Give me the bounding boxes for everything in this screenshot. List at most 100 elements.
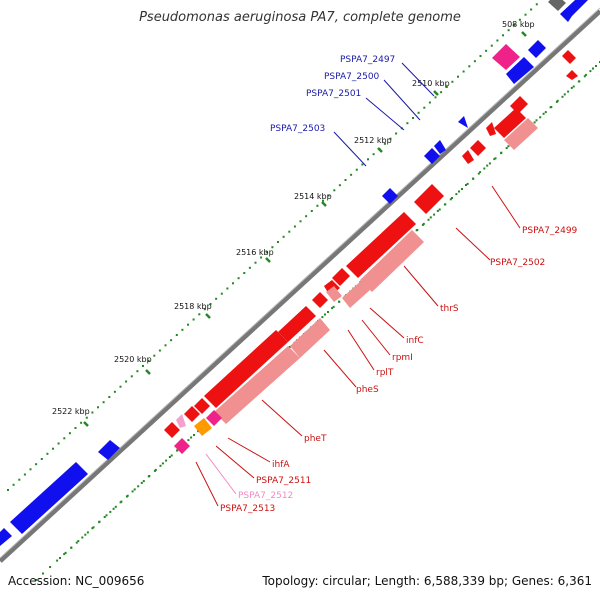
- gene-feature[interactable]: [494, 108, 526, 138]
- track-dot: [507, 29, 510, 32]
- track-dot: [473, 60, 476, 63]
- gene-feature[interactable]: [360, 230, 424, 292]
- track-dot: [500, 151, 503, 154]
- gene-label[interactable]: PSPA7_2501: [306, 89, 361, 99]
- track-dot: [85, 416, 88, 419]
- gene-feature[interactable]: [346, 212, 416, 278]
- track-dot: [153, 354, 156, 357]
- track-dot: [133, 488, 136, 491]
- track-dot: [130, 375, 133, 378]
- gene-feature[interactable]: [174, 438, 190, 454]
- gene-label[interactable]: PSPA7_2511: [256, 476, 311, 486]
- gene-feature[interactable]: [194, 398, 210, 414]
- tick-label: 2516 kbp: [236, 248, 274, 257]
- gene-feature[interactable]: [562, 50, 576, 64]
- gene-feature[interactable]: [206, 410, 222, 426]
- track-dot: [77, 540, 80, 543]
- track-dot: [383, 142, 386, 145]
- gene-feature[interactable]: [414, 184, 444, 214]
- track-dot: [75, 541, 78, 544]
- track-dot: [449, 198, 452, 201]
- tick-label: 2510 kbp: [412, 79, 450, 88]
- track-dot: [215, 297, 218, 300]
- gene-feature[interactable]: [462, 150, 474, 164]
- track-dot: [423, 106, 426, 109]
- track-dot: [533, 121, 536, 124]
- gene-label[interactable]: pheS: [356, 385, 379, 395]
- gene-feature[interactable]: [382, 188, 398, 204]
- track-dot: [333, 189, 336, 192]
- gene-feature[interactable]: [492, 44, 520, 70]
- gene-label[interactable]: pheT: [304, 434, 327, 444]
- gene-feature[interactable]: [486, 122, 496, 136]
- gene-label[interactable]: PSPA7_2497: [340, 55, 395, 65]
- track-dot: [190, 436, 193, 439]
- track-dot: [486, 164, 489, 167]
- track-dot: [70, 546, 73, 549]
- gene-feature[interactable]: [204, 330, 288, 408]
- track-dot: [583, 75, 586, 78]
- gene-feature[interactable]: [312, 292, 328, 308]
- gene-feature[interactable]: [214, 346, 300, 424]
- track-dot: [355, 168, 358, 171]
- track-dot: [477, 172, 480, 175]
- callout-labels: PSPA7_2497 PSPA7_2500 PSPA7_2501 PSPA7_2…: [220, 55, 578, 514]
- track-dot: [530, 8, 533, 11]
- gene-label[interactable]: PSPA7_2499: [522, 226, 578, 236]
- gene-label[interactable]: infC: [406, 336, 424, 346]
- track-dot: [434, 96, 437, 99]
- gene-feature[interactable]: [326, 286, 342, 302]
- track-dot: [595, 65, 597, 67]
- track-dot: [488, 162, 491, 165]
- gene-label[interactable]: ihfA: [272, 460, 290, 470]
- gene-feature[interactable]: [176, 414, 186, 428]
- gene-label[interactable]: PSPA7_2512: [238, 491, 293, 501]
- track-dot: [131, 490, 134, 493]
- gene-feature[interactable]: [98, 440, 120, 460]
- gene-feature[interactable]: [548, 0, 566, 11]
- gene-feature[interactable]: [0, 528, 12, 546]
- gene-label[interactable]: rplT: [376, 368, 394, 378]
- gene-feature[interactable]: [528, 40, 546, 58]
- map-title: Pseudomonas aeruginosa PA7, complete gen…: [139, 10, 461, 25]
- track-dot: [507, 145, 510, 148]
- tick-labels: 508 kbp 2510 kbp 2512 kbp 2514 kbp 2516 …: [52, 20, 535, 416]
- gene-feature[interactable]: [424, 148, 440, 164]
- gene-feature[interactable]: [164, 422, 180, 438]
- track-dot: [57, 442, 60, 445]
- gene-feature[interactable]: [332, 268, 350, 286]
- track-dot: [428, 101, 431, 104]
- track-dot: [226, 287, 229, 290]
- gene-feature[interactable]: [458, 116, 468, 128]
- track-dot: [98, 520, 101, 523]
- gene-feature[interactable]: [434, 140, 446, 154]
- track-dot: [443, 203, 446, 206]
- gene-feature[interactable]: [278, 306, 316, 342]
- gene-feature[interactable]: [194, 418, 212, 436]
- gene-feature[interactable]: [560, 0, 594, 22]
- gene-feature[interactable]: [504, 118, 538, 150]
- track-dot: [505, 147, 508, 149]
- track-dot: [539, 116, 542, 119]
- gene-feature[interactable]: [566, 70, 578, 80]
- track-dot: [461, 188, 463, 190]
- track-dot: [175, 334, 178, 336]
- gene-label[interactable]: PSPA7_2503: [270, 124, 325, 134]
- gene-label[interactable]: rpmI: [392, 353, 413, 363]
- track-dot: [496, 39, 499, 42]
- gene-feature[interactable]: [290, 318, 330, 358]
- track-dot: [427, 218, 430, 221]
- gene-label[interactable]: PSPA7_2502: [490, 258, 545, 268]
- track-dot: [327, 311, 329, 313]
- gene-feature[interactable]: [470, 140, 486, 156]
- gene-feature[interactable]: [184, 406, 200, 422]
- gene-label[interactable]: PSPA7_2500: [324, 72, 380, 82]
- gene-feature[interactable]: [342, 280, 370, 308]
- track-dot: [310, 210, 313, 212]
- gene-feature[interactable]: [10, 462, 88, 534]
- track-dot: [142, 365, 144, 367]
- gene-feature[interactable]: [506, 57, 534, 84]
- gene-label[interactable]: thrS: [440, 304, 459, 314]
- gene-label[interactable]: PSPA7_2513: [220, 504, 275, 514]
